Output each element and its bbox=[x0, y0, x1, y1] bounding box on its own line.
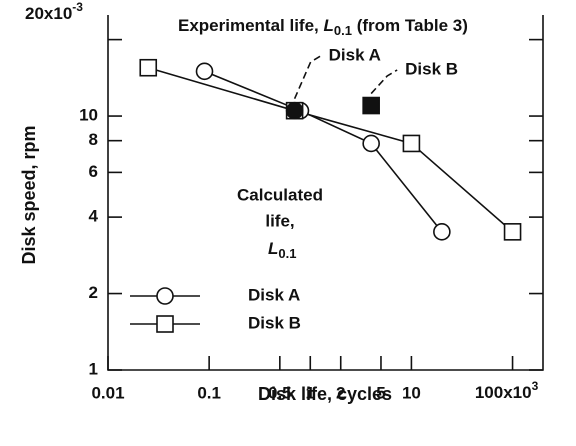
x-tick-label: 0.1 bbox=[197, 383, 221, 402]
x-tick-label: 100x103 bbox=[475, 379, 539, 402]
callout-label: Disk B bbox=[405, 59, 458, 78]
calculated-label: life, bbox=[265, 211, 294, 230]
y-tick-label: 10 bbox=[79, 106, 98, 125]
experimental-label: Experimental life, L0.1 (from Table 3) bbox=[178, 16, 468, 38]
x-tick-exponent: 3 bbox=[532, 379, 539, 393]
y-tick-label: 20x10-3 bbox=[25, 0, 83, 23]
point bbox=[433, 223, 451, 241]
y-tick-label: 4 bbox=[89, 207, 99, 226]
callout-label: Disk A bbox=[329, 45, 381, 64]
point bbox=[402, 134, 421, 153]
y-tick-label: 2 bbox=[89, 283, 98, 302]
x-tick-label: 10 bbox=[402, 383, 421, 402]
callout-line bbox=[293, 55, 322, 99]
x-tick-label: 5 bbox=[376, 383, 385, 402]
point bbox=[139, 58, 158, 77]
x-axis-label: Disk life, cycles bbox=[258, 384, 392, 404]
point bbox=[285, 101, 304, 120]
y-axis-label: Disk speed, rpm bbox=[19, 125, 39, 264]
point bbox=[503, 223, 522, 241]
y-tick-label: 8 bbox=[89, 130, 98, 149]
legend-label: Disk A bbox=[248, 285, 300, 304]
y-tick-label: 6 bbox=[89, 162, 98, 181]
y-tick-exponent: -3 bbox=[72, 0, 83, 14]
x-tick-label: 0.5 bbox=[268, 383, 292, 402]
axes bbox=[107, 15, 544, 371]
point bbox=[156, 315, 174, 333]
legend-label: Disk B bbox=[248, 313, 301, 332]
x-tick-label: 2 bbox=[336, 383, 345, 402]
y-tick-label: 1 bbox=[89, 359, 98, 378]
callout-line bbox=[370, 69, 398, 95]
x-tick-label: 100x10 bbox=[475, 383, 532, 402]
calculated-label: L0.1 bbox=[268, 239, 296, 261]
point bbox=[362, 96, 380, 115]
point bbox=[156, 287, 174, 305]
x-tick-label: 1 bbox=[306, 383, 315, 402]
series-line bbox=[204, 70, 443, 233]
x-tick-label: 0.01 bbox=[91, 383, 124, 402]
series-line bbox=[148, 66, 514, 233]
point bbox=[362, 134, 380, 153]
y-tick-label: 20x10 bbox=[25, 4, 72, 23]
calculated-label: Calculated bbox=[237, 185, 323, 204]
point bbox=[195, 62, 214, 81]
